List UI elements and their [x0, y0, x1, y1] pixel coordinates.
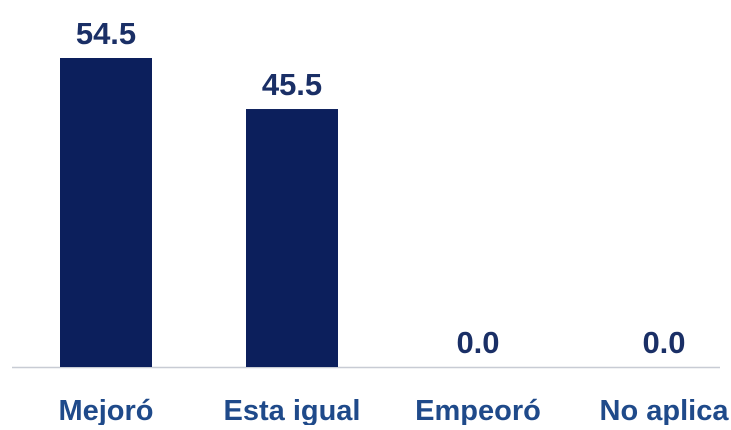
category-label-esta-igual: Esta igual — [224, 395, 361, 425]
bar-esta-igual — [246, 109, 338, 367]
value-label-mejoro: 54.5 — [76, 16, 136, 51]
category-label-empeoro: Empeoró — [415, 395, 541, 425]
value-label-no-aplica: 0.0 — [642, 325, 685, 360]
category-label-mejoro: Mejoró — [58, 395, 153, 425]
bars-group — [60, 58, 338, 367]
value-labels-group: 54.5 45.5 0.0 0.0 — [76, 16, 686, 360]
value-label-empeoro: 0.0 — [456, 325, 499, 360]
bar-mejoro — [60, 58, 152, 367]
value-label-esta-igual: 45.5 — [262, 67, 322, 102]
category-label-no-aplica: No aplica — [600, 395, 730, 425]
category-labels-group: Mejoró Esta igual Empeoró No aplica — [58, 395, 730, 427]
